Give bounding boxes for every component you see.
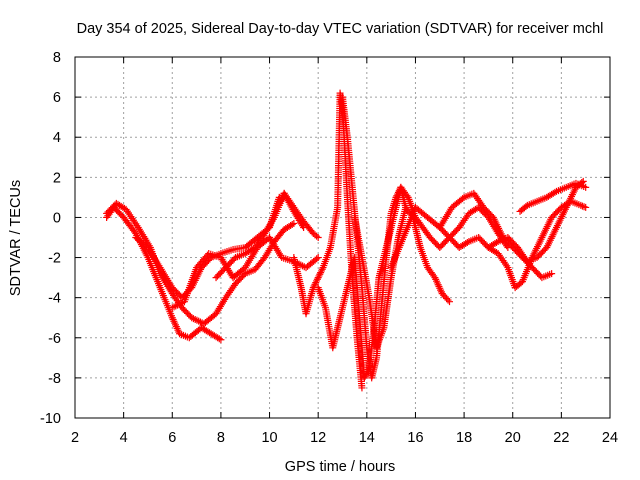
data-point: [548, 270, 556, 278]
data-point: [314, 234, 322, 241]
y-tick-label: -2: [48, 251, 61, 267]
data-point: [362, 371, 370, 379]
data-point: [311, 280, 319, 288]
x-tick-label: 10: [261, 430, 277, 446]
data-point: [310, 282, 318, 290]
y-tick-label: 6: [53, 90, 61, 106]
y-tick-label: 8: [53, 50, 61, 66]
x-axis-label: GPS time / hours: [285, 459, 395, 475]
series-arc-n: [484, 197, 590, 292]
data-point: [361, 372, 369, 380]
y-tick-label: 2: [53, 170, 61, 186]
data-series: [103, 89, 590, 392]
y-tick-label: -8: [48, 371, 61, 387]
y-tick-label: -6: [48, 331, 61, 347]
data-point: [313, 232, 321, 240]
data-point: [403, 192, 411, 200]
x-tick-label: 6: [168, 430, 176, 446]
x-tick-label: 4: [120, 430, 128, 446]
x-tick-label: 22: [553, 430, 569, 446]
data-point: [314, 274, 322, 282]
series-arc-o: [516, 179, 590, 215]
series-arc-g: [290, 89, 366, 392]
x-tick-label: 18: [456, 430, 472, 446]
y-tick-label: 0: [53, 210, 61, 226]
y-tick-label: -10: [40, 411, 61, 427]
y-tick-label: -4: [48, 291, 61, 307]
data-point: [578, 202, 586, 210]
data-point: [582, 203, 590, 211]
data-point: [317, 269, 325, 277]
data-point: [363, 369, 371, 377]
data-point: [215, 335, 223, 343]
x-tick-label: 24: [602, 430, 618, 446]
data-point: [318, 265, 326, 273]
series-arc-f: [273, 189, 322, 241]
data-point: [358, 384, 366, 392]
y-axis-label: SDTVAR / TECUs: [8, 180, 24, 296]
chart-title: Day 354 of 2025, Sidereal Day-to-day VTE…: [77, 21, 604, 37]
data-point: [444, 296, 452, 304]
y-tick-label: 4: [53, 130, 61, 146]
data-point: [580, 203, 588, 211]
series-arc-j: [351, 203, 453, 352]
data-point: [313, 275, 321, 283]
data-point: [493, 239, 501, 247]
plot-frame: [74, 56, 611, 419]
data-point: [446, 298, 453, 306]
data-point: [314, 254, 322, 262]
data-point: [360, 374, 368, 382]
series-arc-k: [375, 183, 512, 282]
data-point: [290, 219, 298, 227]
x-tick-label: 14: [359, 430, 375, 446]
data-point: [577, 201, 585, 209]
data-point: [288, 220, 296, 228]
x-tick-label: 20: [505, 430, 521, 446]
data-point: [312, 279, 320, 287]
data-point: [313, 255, 321, 263]
data-point: [463, 239, 471, 247]
data-point: [582, 183, 590, 191]
x-tick-label: 12: [310, 430, 326, 446]
data-point: [315, 272, 323, 280]
data-point: [316, 270, 324, 278]
x-tick-label: 2: [71, 430, 79, 446]
data-point: [313, 277, 321, 285]
x-tick-label: 8: [217, 430, 225, 446]
data-point: [217, 336, 225, 344]
data-point: [551, 188, 559, 196]
x-tick-label: 16: [407, 430, 423, 446]
data-point: [317, 267, 325, 275]
